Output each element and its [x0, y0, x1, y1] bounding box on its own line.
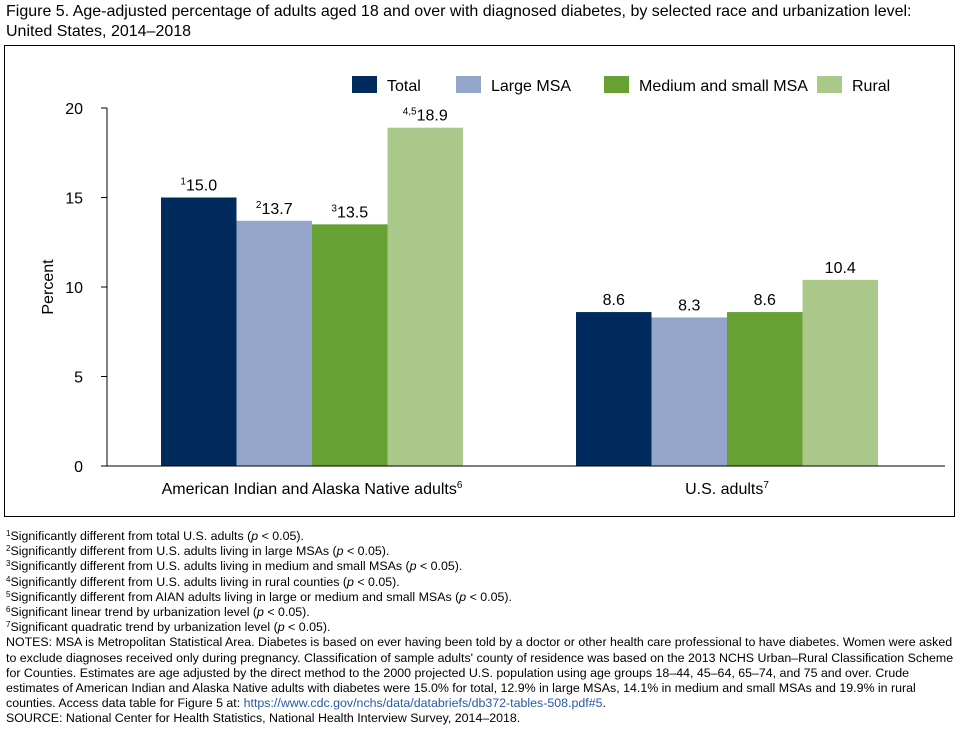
bar-medium-and-small-msa [312, 224, 388, 466]
bar-medium-and-small-msa [727, 312, 803, 466]
footnote-end: < 0.05). [353, 574, 400, 589]
footnote-5: 5Significantly different from AIAN adult… [6, 590, 956, 605]
bar-rural [802, 279, 878, 466]
footnote-2: 2Significantly different from U.S. adult… [6, 544, 956, 559]
legend-label: Large MSA [491, 78, 571, 95]
notes: NOTES: MSA is Metropolitan Statistical A… [6, 635, 956, 711]
footnote-p: p [336, 544, 344, 559]
footnote-number: 3 [6, 559, 11, 569]
bar-total [576, 312, 652, 466]
footnote-list: 1Significantly different from total U.S.… [6, 529, 956, 635]
footnote-end: < 0.05). [258, 529, 304, 543]
footnote-text: Significant linear trend by urbanization… [10, 605, 258, 620]
footnote-number: 6 [6, 605, 11, 615]
footnote-p: p [277, 620, 285, 635]
footnote-number: 5 [6, 589, 11, 599]
data-label: 115.0 [180, 177, 217, 195]
data-label: 8.3 [678, 297, 700, 314]
y-tick-label: 15 [65, 191, 83, 208]
data-label: 213.7 [256, 200, 293, 218]
footnote-p: p [409, 559, 417, 574]
x-category-superscript: 6 [457, 480, 463, 491]
footnote-p: p [251, 529, 259, 543]
footnote-end: < 0.05). [343, 544, 390, 559]
data-label: 313.5 [331, 203, 368, 221]
footnote-number: 2 [6, 544, 11, 554]
footnote-p: p [257, 605, 264, 620]
bar-large-msa [651, 317, 727, 466]
data-label-value: 13.7 [261, 201, 292, 218]
legend-swatch [456, 76, 481, 93]
data-label: 4,518.9 [403, 107, 448, 125]
bar-chart: 0 5 10 15 20 Percent 115.0 8.6 213.7 8.3 313.5 8.6 4… [40, 76, 945, 498]
x-category-text: American Indian and Alaska Native adults [162, 481, 457, 498]
x-category-superscript: 7 [763, 480, 769, 491]
footnote-number: 7 [6, 620, 11, 630]
data-label: 10.4 [825, 260, 856, 277]
footnote-end: < 0.05). [284, 620, 331, 635]
footnote-text: Significantly different from AIAN adults… [10, 589, 460, 604]
source-note: SOURCE: National Center for Health Stati… [6, 711, 521, 726]
data-label-superscript: 1 [180, 177, 186, 188]
footnote-text: Significantly different from U.S. adults… [10, 544, 337, 559]
notes-end: . [602, 696, 606, 711]
legend-label: Medium and small MSA [639, 78, 808, 95]
data-table-link[interactable]: https://www.cdc.gov/nchs/data/databriefs… [243, 696, 603, 711]
bar-large-msa [236, 220, 312, 466]
bar-rural [387, 127, 463, 466]
x-category-text: U.S. adults [685, 481, 763, 498]
data-label-superscript: 3 [331, 203, 337, 214]
footnote-end: < 0.05). [466, 589, 512, 604]
legend-label: Total [387, 78, 421, 95]
footnote-end: < 0.05). [416, 559, 463, 574]
data-label: 8.6 [754, 292, 776, 309]
footnote-number: 1 [6, 529, 11, 538]
y-tick-label: 10 [65, 280, 83, 297]
footnote-7: 7Significant quadratic trend by urbaniza… [6, 620, 956, 635]
bar-total [161, 197, 237, 466]
figure-title: Figure 5. Age-adjusted percentage of adu… [6, 3, 912, 40]
legend-swatch [352, 76, 377, 93]
footnote-3: 3Significantly different from U.S. adult… [6, 559, 956, 574]
chart-frame: 0 5 10 15 20 Percent 115.0 8.6 213.7 8.3 313.5 8.6 4… [4, 45, 955, 517]
notes-text: NOTES: MSA is Metropolitan Statistical A… [6, 635, 954, 711]
footnote-end: < 0.05). [263, 605, 310, 620]
footnote-text: Significantly different from U.S. adults… [10, 574, 347, 589]
footnote-text: Significantly different from total U.S. … [10, 529, 252, 543]
data-label-superscript: 2 [256, 200, 262, 211]
data-label-value: 13.5 [337, 204, 368, 221]
footnotes: 1Significantly different from total U.S.… [6, 529, 956, 727]
footnote-4: 4Significantly different from U.S. adult… [6, 575, 956, 590]
y-axis-label: Percent [40, 259, 57, 315]
x-category-label: American Indian and Alaska Native adults… [162, 480, 463, 498]
footnote-text: Significantly different from U.S. adults… [10, 559, 410, 574]
y-tick-label: 0 [74, 459, 83, 476]
legend-label: Rural [852, 78, 890, 95]
footnote-1: 1Significantly different from total U.S.… [6, 529, 956, 544]
legend-swatch [817, 76, 842, 93]
y-tick-label: 5 [74, 370, 83, 387]
footnote-number: 4 [6, 574, 11, 584]
data-label-value: 18.9 [417, 108, 448, 125]
footnote-6: 6Significant linear trend by urbanizatio… [6, 605, 956, 620]
data-label: 8.6 [603, 292, 625, 309]
y-tick-label: 20 [65, 101, 83, 118]
footnote-p: p [347, 574, 354, 589]
x-category-label: U.S. adults7 [685, 480, 769, 498]
footnote-p: p [459, 589, 467, 604]
data-label-superscript: 4,5 [403, 107, 417, 118]
footnote-text: Significant quadratic trend by urbanizat… [10, 620, 278, 635]
legend-swatch [604, 76, 629, 93]
data-label-value: 15.0 [186, 178, 217, 195]
